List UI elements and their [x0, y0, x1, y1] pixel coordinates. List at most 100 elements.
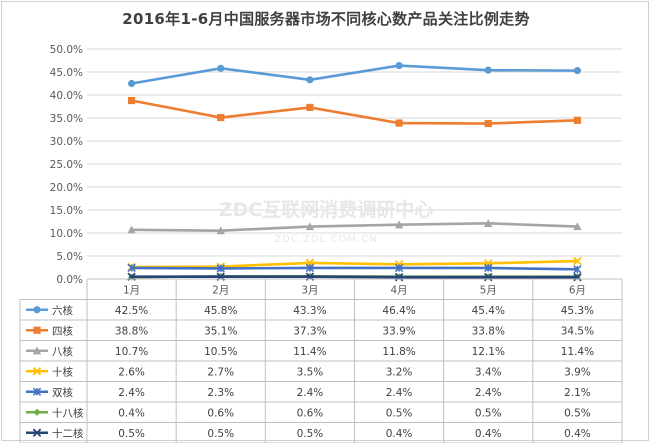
y-tick-label: 10.0% [50, 228, 83, 240]
data-label: 2.3% [207, 387, 234, 399]
data-label: 2.4% [118, 387, 145, 399]
y-tick-label: 15.0% [50, 205, 83, 217]
chart-title: 2016年1-6月中国服务器市场不同核心数产品关注比例走势 [122, 10, 530, 28]
data-point [305, 263, 315, 273]
y-tick-label: 30.0% [50, 136, 83, 148]
data-point [216, 226, 225, 235]
data-label: 38.8% [115, 325, 148, 337]
y-tick-label: 5.0% [56, 251, 83, 263]
y-tick-label: 50.0% [50, 44, 83, 56]
data-point [306, 76, 314, 84]
data-label: 0.4% [475, 428, 502, 440]
data-point [32, 428, 42, 437]
data-label: 45.8% [204, 305, 237, 317]
data-label: 0.6% [297, 407, 324, 419]
data-label: 10.5% [204, 346, 237, 358]
data-label: 33.9% [382, 325, 415, 337]
data-point [395, 119, 403, 127]
data-label: 0.4% [118, 407, 145, 419]
legend-label: 四核 [52, 324, 73, 337]
gridlines [87, 48, 622, 280]
data-label: 0.5% [475, 407, 502, 419]
series-line [131, 99, 578, 125]
marker-stroke [394, 272, 404, 282]
data-label: 11.4% [561, 346, 594, 358]
legend-label: 十核 [52, 365, 73, 378]
data-label: 2.4% [297, 387, 324, 399]
data-label: 42.5% [115, 305, 148, 317]
data-label: 0.6% [207, 407, 234, 419]
data-label: 0.5% [297, 428, 324, 440]
data-label: 0.5% [118, 428, 145, 440]
data-label: 34.5% [561, 325, 594, 337]
y-axis: 0.0% 5.0% 10.0% 15.0% 20.0% 25.0% 30.0% 35.0% 40… [50, 44, 83, 286]
y-tick-label: 20.0% [50, 182, 83, 194]
data-point [127, 79, 136, 88]
data-label: 0.5% [386, 407, 413, 419]
series-line [131, 266, 578, 271]
data-point [573, 67, 582, 75]
data-point [573, 256, 582, 266]
data-point [394, 263, 404, 273]
data-point [484, 219, 493, 227]
data-point [394, 220, 404, 229]
data-point [32, 367, 42, 376]
data-label: 3.5% [297, 366, 324, 378]
data-point [573, 222, 582, 231]
data-point [305, 222, 315, 231]
marker-stroke [573, 256, 582, 266]
data-label: 45.4% [472, 305, 505, 317]
x-tick-label: 3月 [301, 284, 318, 296]
data-label: 11.4% [293, 346, 326, 358]
data-label: 35.1% [204, 325, 237, 337]
y-tick-label: 0.0% [56, 274, 83, 286]
data-label: 0.5% [207, 428, 234, 440]
data-point [32, 387, 42, 396]
data-label: 2.4% [475, 387, 502, 399]
data-label: 2.7% [207, 366, 234, 378]
data-point [33, 306, 41, 314]
data-point [484, 66, 492, 74]
data-point [127, 96, 136, 105]
data-label: 2.4% [386, 387, 413, 399]
y-tick-label: 25.0% [50, 159, 83, 171]
y-tick-label: 40.0% [50, 90, 83, 102]
data-label: 0.4% [564, 428, 591, 440]
legend-label: 十八核 [52, 406, 84, 419]
data-point [216, 264, 225, 273]
data-point [573, 272, 582, 282]
data-label: 2.1% [564, 387, 591, 399]
x-tick-label: 5月 [480, 284, 497, 296]
data-label: 12.1% [472, 346, 505, 358]
x-tick-label: 1月 [123, 284, 140, 296]
data-point [33, 408, 41, 416]
data-label: 10.7% [115, 346, 148, 358]
x-tick-label: 2月 [212, 284, 229, 296]
data-point [127, 263, 136, 273]
legend-label: 六核 [52, 304, 73, 317]
data-point [217, 64, 225, 72]
y-tick-label: 35.0% [50, 113, 83, 125]
legend-label: 八核 [52, 345, 73, 358]
watermark: ZDC互联网消费调研中心 ZDC.ZOL.COM.CN [219, 198, 434, 245]
marker-stroke [32, 428, 42, 437]
data-point [306, 103, 314, 112]
data-point [32, 346, 42, 355]
legend-label: 十二核 [52, 427, 84, 440]
data-label: 11.8% [382, 346, 415, 358]
data-label: 2.6% [118, 366, 145, 378]
data-point [33, 326, 41, 334]
data-label: 45.3% [561, 305, 594, 317]
legend-label: 双核 [52, 386, 73, 399]
x-tick-label: 6月 [569, 284, 586, 296]
data-point [573, 265, 582, 274]
data-label: 43.3% [293, 305, 326, 317]
data-point [217, 113, 225, 122]
data-point [394, 272, 404, 282]
marker-stroke [484, 272, 493, 282]
marker-stroke [32, 367, 42, 376]
data-label: 0.4% [386, 428, 413, 440]
watermark-main-text: ZDC互联网消费调研中心 [219, 198, 434, 221]
